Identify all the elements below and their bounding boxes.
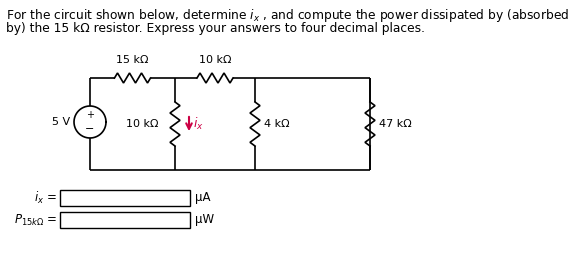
Text: $i_x$ =: $i_x$ = bbox=[34, 190, 57, 206]
Text: 10 kΩ: 10 kΩ bbox=[199, 55, 231, 65]
Text: 15 kΩ: 15 kΩ bbox=[116, 55, 149, 65]
Text: μA: μA bbox=[195, 191, 211, 205]
Text: $i_x$: $i_x$ bbox=[193, 116, 204, 132]
Text: 47 kΩ: 47 kΩ bbox=[379, 119, 412, 129]
Bar bbox=[60, 212, 190, 228]
Text: +: + bbox=[86, 110, 94, 120]
Text: μW: μW bbox=[195, 214, 214, 226]
Bar bbox=[60, 190, 190, 206]
Text: $P_{15 kΩ}$ =: $P_{15 kΩ}$ = bbox=[14, 213, 57, 227]
Text: 4 kΩ: 4 kΩ bbox=[264, 119, 289, 129]
Text: For the circuit shown below, determine $i_x$ , and compute the power dissipated : For the circuit shown below, determine $… bbox=[6, 7, 569, 24]
Text: by) the 15 kΩ resistor. Express your answers to four decimal places.: by) the 15 kΩ resistor. Express your ans… bbox=[6, 22, 425, 35]
Text: 5 V: 5 V bbox=[52, 117, 70, 127]
Text: 10 kΩ: 10 kΩ bbox=[127, 119, 159, 129]
Text: −: − bbox=[85, 124, 95, 134]
